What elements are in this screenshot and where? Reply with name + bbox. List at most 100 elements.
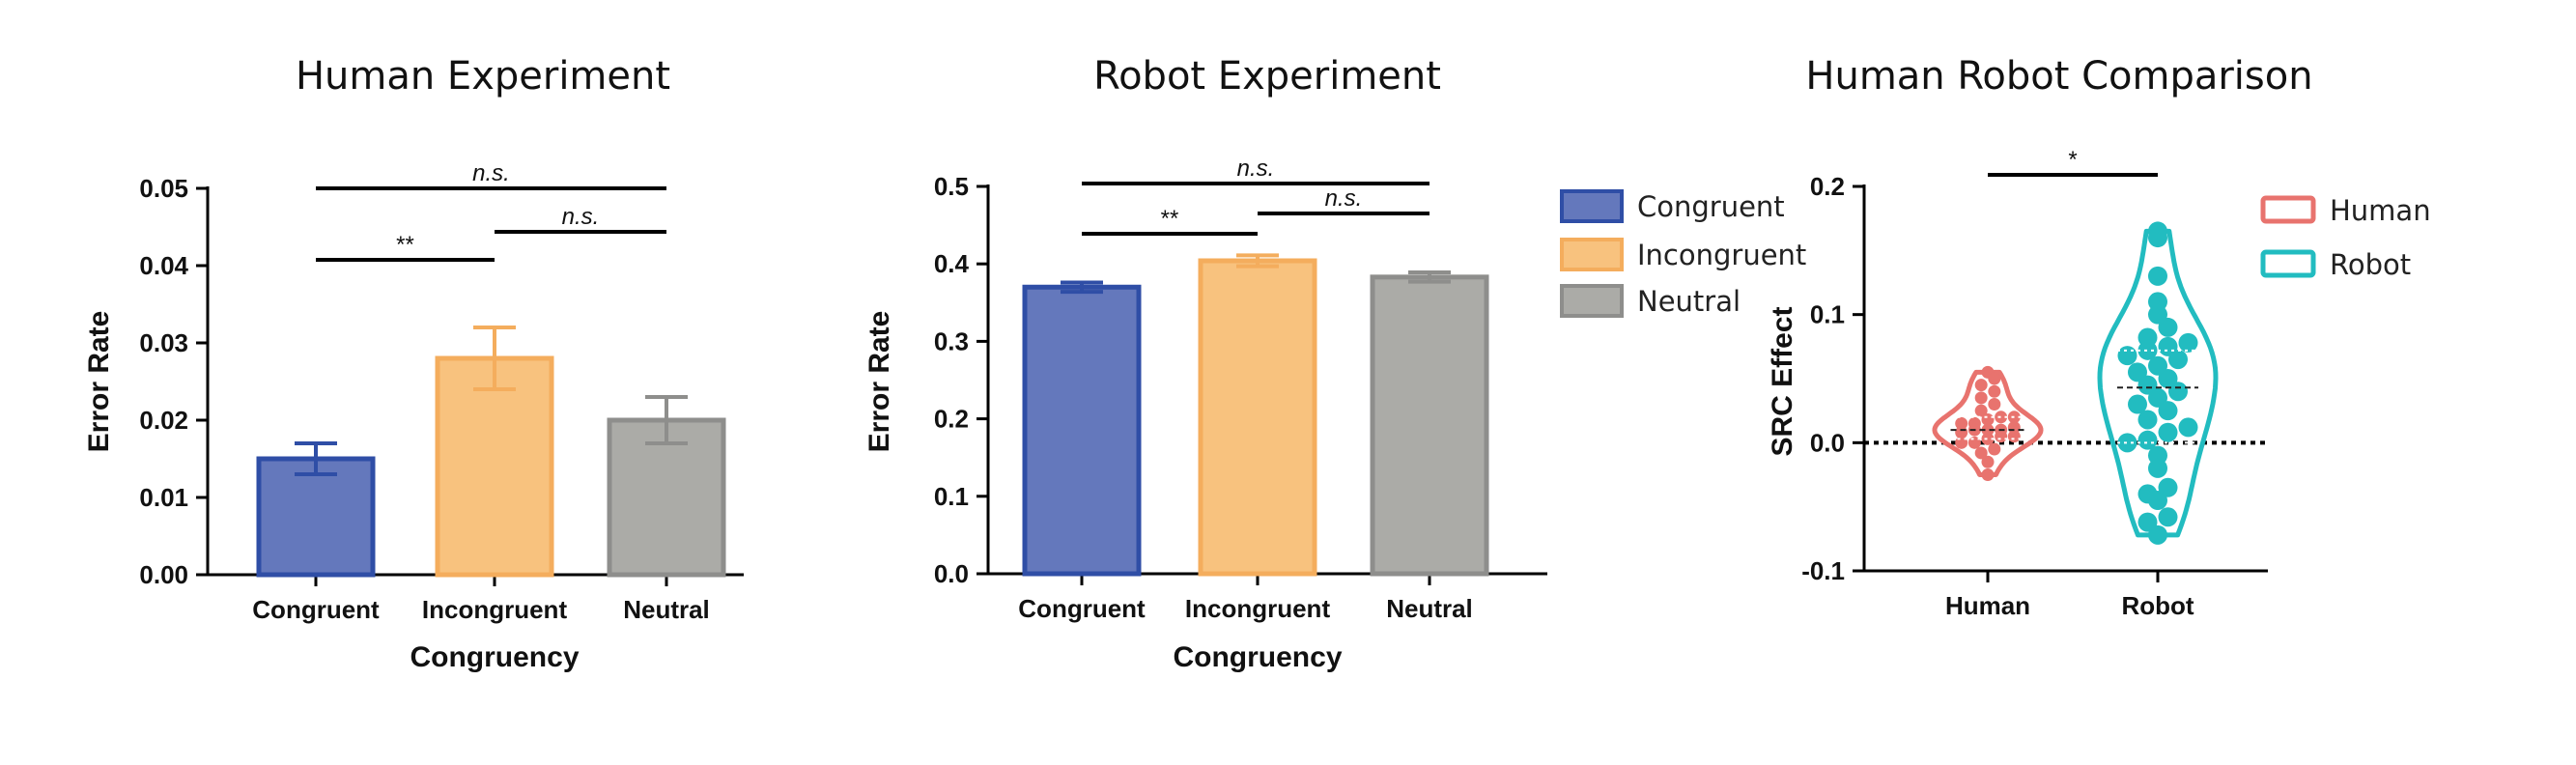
- significance-brackets: n.s. n.s. **: [316, 160, 666, 262]
- significance-label: *: [2068, 147, 2077, 173]
- data-point-human: [1981, 468, 1995, 481]
- panel-human-experiment: Human Experiment Error Rate Congruency 0…: [83, 54, 744, 673]
- data-point-human: [1995, 430, 2008, 443]
- significance-label: **: [1161, 206, 1179, 232]
- y-axis-label: Error Rate: [83, 311, 115, 453]
- data-point-robot: [2148, 491, 2167, 511]
- significance-label: n.s.: [1325, 185, 1363, 212]
- y-tick-label: 0.00: [139, 560, 188, 589]
- data-point-robot: [2148, 266, 2167, 286]
- data-point-human: [1988, 372, 2001, 385]
- legend: Congruent Incongruent Neutral: [1560, 189, 1806, 318]
- x-tick-label: Neutral: [623, 595, 710, 624]
- legend-swatch-neutral: [1560, 284, 1624, 318]
- data-point-robot: [2148, 524, 2167, 545]
- y-tick-label: 0.3: [934, 326, 969, 355]
- legend-label-neutral: Neutral: [1637, 285, 1741, 318]
- data-point-robot: [2168, 350, 2188, 370]
- chart-title: Human Robot Comparison: [1805, 54, 2312, 99]
- data-point-robot: [2158, 317, 2178, 337]
- panel-human-robot-comparison: Human Robot Comparison SRC Effect -0.1 0.…: [1767, 54, 2431, 620]
- data-point-human: [1988, 442, 2001, 456]
- data-point-robot: [2158, 401, 2178, 421]
- chart-title: Robot Experiment: [1093, 54, 1441, 99]
- legend-swatch-human: [2260, 195, 2316, 224]
- chart-title: Human Experiment: [296, 54, 670, 99]
- significance-label: n.s.: [1237, 156, 1275, 182]
- data-point-human: [1974, 404, 1988, 417]
- legend-swatch-incongruent: [1560, 238, 1624, 271]
- y-tick-label: 0.5: [934, 172, 969, 201]
- bar-congruent: [1022, 284, 1142, 577]
- significance-label: n.s.: [472, 160, 510, 186]
- bar-congruent: [256, 456, 376, 578]
- y-tick-label: 0.1: [1810, 300, 1845, 329]
- y-tick-label: 0.1: [934, 482, 969, 511]
- y-axis-label: SRC Effect: [1767, 306, 1798, 456]
- data-point-robot: [2137, 430, 2158, 450]
- bar-incongruent: [1198, 258, 1317, 577]
- panel-robot-experiment: Robot Experiment Error Rate Congruency 0…: [863, 54, 1806, 673]
- x-tick-label: Incongruent: [1185, 594, 1331, 623]
- data-point-human: [1981, 432, 1995, 445]
- data-point-robot: [2178, 332, 2198, 353]
- bar-neutral: [607, 417, 726, 578]
- y-tick-label: 0.2: [934, 405, 969, 434]
- data-point-human: [1974, 379, 1988, 392]
- violin-robot: [2097, 228, 2219, 538]
- y-tick-label: 0.01: [139, 483, 188, 512]
- significance-brackets: *: [1988, 147, 2158, 177]
- data-point-robot: [2168, 382, 2188, 402]
- x-tick-label: Human: [1945, 591, 2030, 620]
- data-point-robot: [2137, 340, 2158, 360]
- data-point-human: [1981, 455, 1995, 468]
- x-tick-label: Incongruent: [422, 595, 568, 624]
- x-tick-label: Neutral: [1386, 594, 1473, 623]
- legend: Human Robot: [2260, 194, 2431, 281]
- data-point-human: [1995, 411, 2008, 424]
- x-axis-label: Congruency: [1173, 641, 1342, 673]
- data-point-human: [2007, 430, 2021, 443]
- bar-marks: [1022, 253, 1489, 577]
- y-tick-label: 0.4: [934, 249, 970, 278]
- data-point-robot: [2117, 433, 2137, 453]
- data-point-robot: [2148, 228, 2167, 248]
- x-tick-label: Congruent: [1018, 594, 1146, 623]
- legend-swatch-congruent: [1560, 189, 1624, 223]
- data-point-human: [1981, 423, 1995, 437]
- data-point-robot: [2158, 422, 2178, 442]
- data-point-robot: [2128, 394, 2147, 414]
- data-point-human: [1974, 391, 1988, 405]
- x-tick-label: Robot: [2121, 591, 2194, 620]
- bar-marks: [256, 326, 726, 578]
- significance-label: **: [396, 232, 414, 258]
- significance-label: n.s.: [562, 204, 600, 230]
- y-tick-label: 0.04: [139, 251, 188, 280]
- data-point-human: [1955, 416, 1968, 430]
- data-point-robot: [2178, 417, 2198, 438]
- violin-human: [1932, 369, 2044, 477]
- legend-label-incongruent: Incongruent: [1637, 239, 1806, 271]
- data-point-robot: [2137, 410, 2158, 430]
- data-point-human: [1988, 384, 2001, 398]
- y-tick-label: 0.0: [1810, 428, 1845, 457]
- data-point-human: [1988, 398, 2001, 411]
- x-tick-label: Congruent: [252, 595, 380, 624]
- y-tick-label: 0.03: [139, 328, 188, 357]
- y-tick-label: -0.1: [1801, 556, 1845, 585]
- legend-swatch-robot: [2260, 249, 2316, 278]
- y-tick-label: 0.0: [934, 559, 969, 588]
- axes: -0.1 0.0 0.1 0.2 Human Robot: [1801, 172, 2268, 620]
- data-point-robot: [2148, 458, 2167, 478]
- violin-marks: [1932, 221, 2219, 545]
- y-tick-label: 0.2: [1810, 172, 1845, 201]
- axes: 0.00 0.01 0.02 0.03 0.04 0.05 Congruent Incongr…: [139, 174, 744, 624]
- legend-label-human: Human: [2330, 194, 2431, 227]
- data-point-robot: [2117, 346, 2137, 366]
- legend-label-robot: Robot: [2330, 248, 2411, 281]
- bar-incongruent: [435, 355, 554, 578]
- x-axis-label: Congruency: [410, 641, 579, 673]
- bar-neutral: [1370, 274, 1489, 577]
- y-tick-label: 0.05: [139, 174, 188, 203]
